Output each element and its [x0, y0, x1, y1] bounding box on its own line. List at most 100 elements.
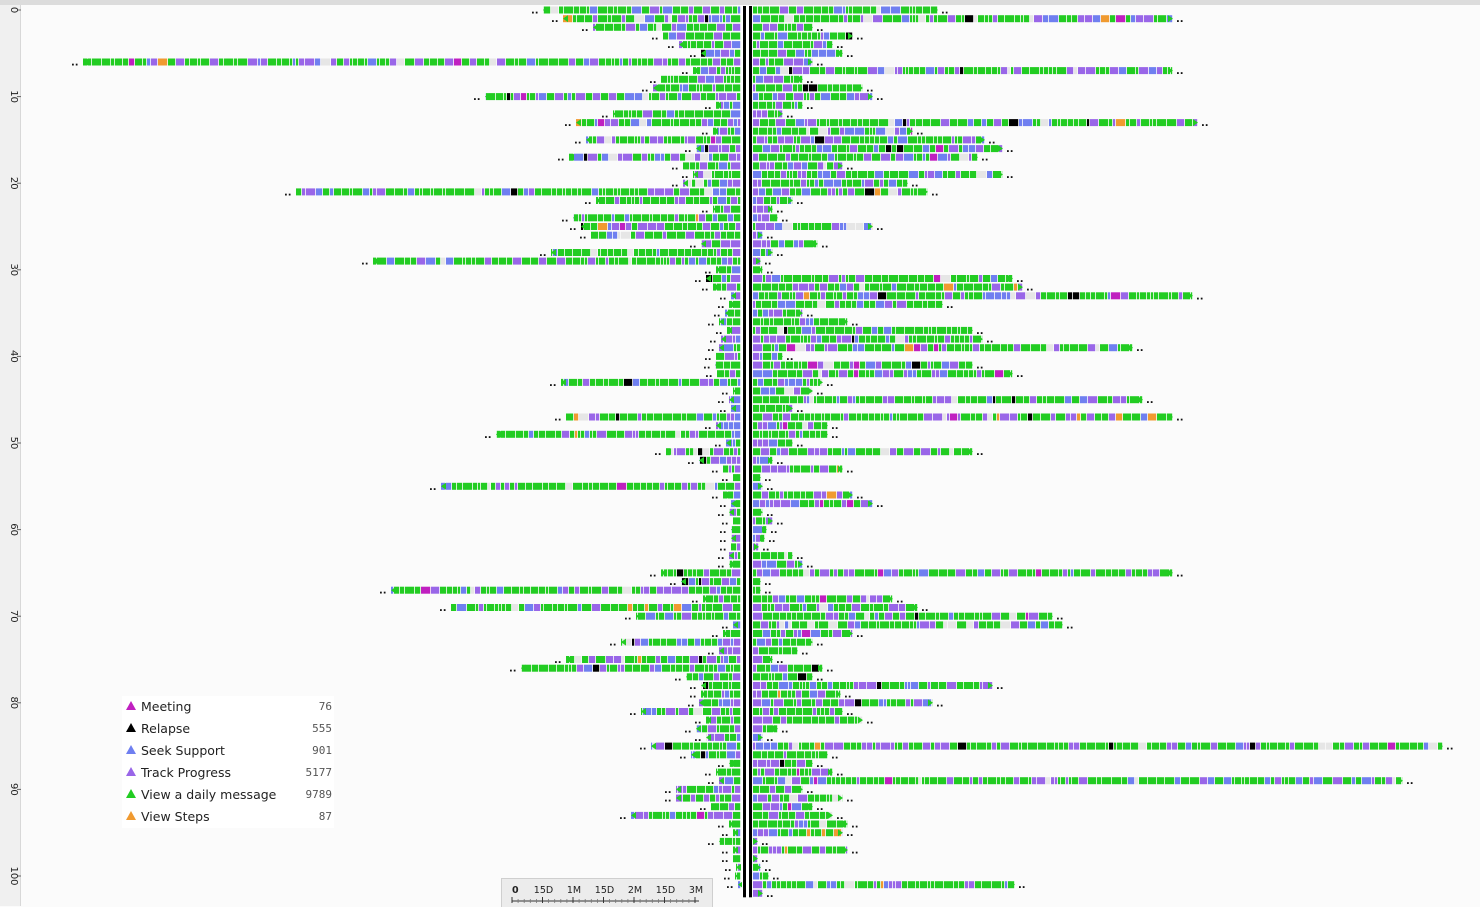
event-block [940, 370, 947, 377]
event-block [725, 777, 733, 784]
event-block [621, 232, 630, 239]
event-block [767, 67, 775, 74]
event-block [650, 7, 659, 14]
y-tick-label: 20 [8, 177, 19, 190]
event-block [778, 829, 780, 836]
sequence-row-75-left: .. [554, 655, 740, 666]
event-block [950, 119, 957, 126]
event-block [858, 344, 864, 351]
sequence-row-43-left: .. [549, 378, 740, 389]
event-block [983, 414, 987, 421]
truncated-marker: .. [801, 646, 809, 657]
event-block [950, 414, 957, 421]
truncated-marker: .. [781, 724, 789, 735]
event-block [1139, 67, 1148, 74]
event-block [662, 665, 670, 672]
event-block [932, 370, 935, 377]
event-block [771, 145, 779, 152]
event-block [833, 847, 836, 854]
event-block [1002, 396, 1011, 403]
event-block [762, 301, 771, 308]
event-block [862, 699, 869, 706]
event-block [938, 448, 940, 455]
event-block [609, 379, 618, 386]
event-block [657, 587, 663, 594]
event-block [849, 569, 854, 576]
event-block [703, 587, 709, 594]
event-block [614, 188, 617, 195]
sequence-row-21-left: .. [284, 187, 740, 198]
event-block [881, 154, 890, 161]
event-block [802, 699, 811, 706]
event-block [1096, 344, 1099, 351]
event-block [919, 15, 925, 22]
event-block [872, 327, 877, 334]
event-block [948, 154, 950, 161]
event-block [502, 604, 505, 611]
event-block [753, 812, 762, 819]
event-block [891, 699, 896, 706]
event-block [753, 362, 762, 369]
event-block [682, 379, 689, 386]
event-block [697, 786, 705, 793]
event-block [661, 656, 667, 663]
event-block [753, 803, 762, 810]
event-block [715, 734, 724, 741]
event-block [579, 414, 588, 421]
event-block [629, 59, 631, 66]
sequence-row-31-right: .. [753, 274, 1024, 285]
event-block [676, 708, 678, 715]
event-block [987, 119, 993, 126]
event-block [1181, 777, 1189, 784]
event-block [461, 587, 466, 594]
event-block [802, 33, 807, 40]
event-block [794, 388, 800, 395]
event-block [827, 777, 831, 784]
event-block [1175, 777, 1180, 784]
event-block [866, 370, 869, 377]
event-block [608, 223, 611, 230]
event-block [732, 266, 740, 273]
event-block [847, 284, 853, 291]
event-block [1256, 743, 1260, 750]
event-block [831, 93, 839, 100]
triangle-icon [126, 701, 136, 710]
event-block [738, 595, 740, 602]
sequence-row-2-left: .. [581, 23, 740, 34]
event-block [762, 691, 768, 698]
event-block [617, 93, 624, 100]
event-block [969, 881, 974, 888]
truncated-marker: .. [581, 23, 589, 34]
event-block [759, 188, 765, 195]
event-block [1106, 569, 1111, 576]
event-block [737, 344, 740, 351]
event-block [762, 110, 767, 117]
event-block [608, 7, 613, 14]
event-block [587, 7, 589, 14]
event-block [882, 275, 888, 282]
event-block [612, 214, 614, 221]
sequence-row-7-right: .. [753, 66, 1184, 77]
event-block [720, 15, 722, 22]
event-block [793, 292, 795, 299]
event-block [773, 414, 778, 421]
event-block [658, 604, 662, 611]
event-block [1122, 777, 1127, 784]
event-block [647, 656, 655, 663]
event-block [932, 327, 936, 334]
event-block [368, 59, 376, 66]
event-block [656, 379, 659, 386]
event-block [769, 59, 774, 66]
event-block [779, 665, 787, 672]
event-block [549, 665, 556, 672]
event-block [757, 665, 765, 672]
truncated-marker: .. [429, 482, 437, 493]
event-block [791, 414, 798, 421]
